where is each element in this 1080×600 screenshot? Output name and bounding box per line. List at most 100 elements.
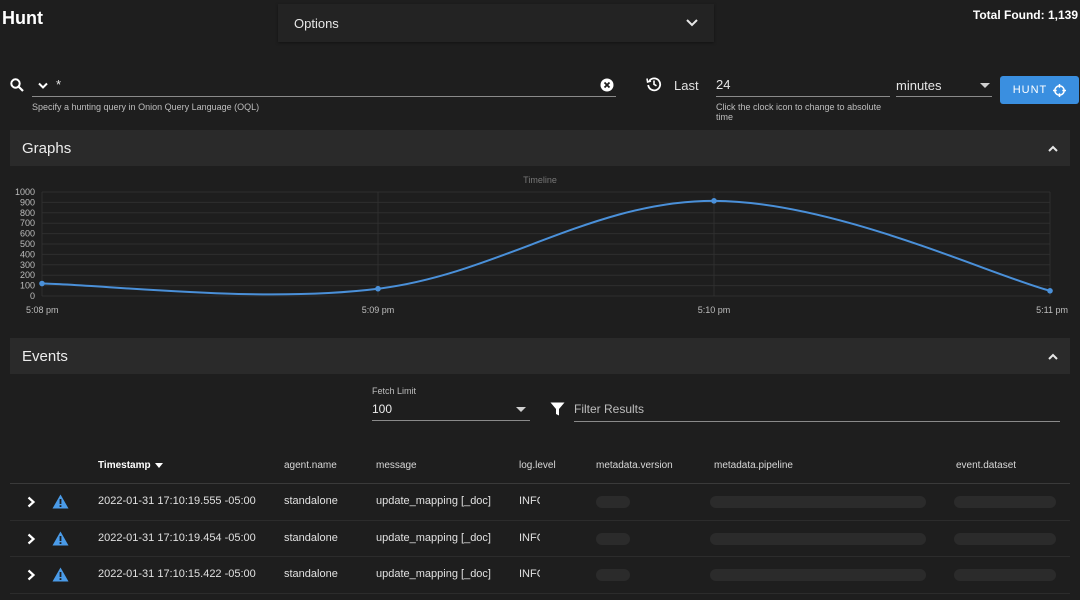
blurred-cell xyxy=(954,532,1056,545)
cell-timestamp: 2022-01-31 17:10:15.422 -05:00 xyxy=(98,568,256,580)
alert-triangle-icon xyxy=(52,531,69,545)
chart-title: Timeline xyxy=(523,175,557,185)
y-tick-label: 700 xyxy=(20,218,35,228)
last-label: Last xyxy=(674,78,699,93)
column-header-message[interactable]: message xyxy=(376,460,417,471)
time-unit-select[interactable]: minutes xyxy=(896,72,992,98)
blurred-cell xyxy=(596,532,630,545)
cell-agent-name: standalone xyxy=(284,495,338,507)
filter-results-input[interactable] xyxy=(574,398,1060,420)
column-header-event-dataset[interactable]: event.dataset xyxy=(956,460,1017,471)
fetch-limit-underline xyxy=(372,420,530,421)
fetch-limit-select[interactable]: Fetch Limit 100 xyxy=(372,386,530,422)
x-tick-label: 5:08 pm xyxy=(26,305,59,315)
query-underline xyxy=(32,96,616,97)
blurred-cell xyxy=(954,569,1056,581)
table-header-row: Timestamp agent.name message log.level m… xyxy=(10,448,1070,484)
clear-icon[interactable] xyxy=(600,78,614,92)
blurred-cell xyxy=(596,569,630,581)
x-tick-label: 5:10 pm xyxy=(698,305,731,315)
cell-message: update_mapping [_doc] xyxy=(376,568,491,580)
cell-message: update_mapping [_doc] xyxy=(376,531,491,544)
chevron-up-icon xyxy=(1048,353,1058,360)
time-underline xyxy=(716,96,890,97)
time-value-input[interactable] xyxy=(716,72,886,96)
data-point xyxy=(1047,288,1053,294)
y-tick-label: 800 xyxy=(20,208,35,218)
options-label: Options xyxy=(294,15,339,31)
table-row[interactable]: 2022-01-31 17:10:15.422 -05:00 standalon… xyxy=(10,557,1070,594)
timeline-chart: Timeline 1000 900 800 700 600 500 400 300 200 100… xyxy=(0,170,1080,330)
column-header-agent-name[interactable]: agent.name xyxy=(284,460,337,471)
hunt-button-label: HUNT xyxy=(1012,84,1048,96)
time-hint: Click the clock icon to change to absolu… xyxy=(716,102,882,122)
total-found: Total Found: 1,139 xyxy=(972,8,1078,22)
graphs-title: Graphs xyxy=(22,139,72,157)
cell-log-level: INFO xyxy=(519,495,540,507)
x-tick-label: 5:09 pm xyxy=(362,305,395,315)
blurred-cell xyxy=(710,569,926,581)
column-header-log-level[interactable]: log.level xyxy=(519,460,556,471)
y-tick-label: 100 xyxy=(20,281,35,291)
timeline-chart-svg: Timeline 1000900800700600500400300200100… xyxy=(15,175,1068,315)
y-tick-label: 0 xyxy=(30,291,35,301)
y-tick-label: 400 xyxy=(20,249,35,259)
column-header-metadata-version[interactable]: metadata.version xyxy=(596,460,673,471)
chevron-up-icon xyxy=(1048,145,1058,152)
page-title: Hunt xyxy=(2,8,43,28)
chevron-down-icon xyxy=(686,19,698,27)
fetch-limit-label: Fetch Limit xyxy=(372,386,417,396)
table-row[interactable]: 2022-01-31 17:10:19.555 -05:00 standalon… xyxy=(10,484,1070,521)
query-row: Specify a hunting query in Onion Query L… xyxy=(0,70,1080,126)
crosshair-icon xyxy=(1053,83,1067,97)
column-header-timestamp[interactable]: Timestamp xyxy=(98,460,163,471)
cell-timestamp: 2022-01-31 17:10:19.454 -05:00 xyxy=(98,531,256,544)
fetch-limit-value: 100 xyxy=(372,402,393,416)
sort-desc-icon xyxy=(154,462,163,468)
data-point xyxy=(39,280,45,287)
chevron-right-icon[interactable] xyxy=(26,569,36,581)
blurred-cell xyxy=(954,496,1056,508)
cell-agent-name: standalone xyxy=(284,531,338,544)
query-hint: Specify a hunting query in Onion Query L… xyxy=(32,102,260,112)
y-tick-label: 900 xyxy=(20,197,35,207)
time-unit-value: minutes xyxy=(896,78,942,93)
column-header-metadata-pipeline[interactable]: metadata.pipeline xyxy=(714,460,793,471)
y-tick-label: 600 xyxy=(20,229,35,239)
y-tick-label: 500 xyxy=(20,239,35,249)
options-dropdown[interactable]: Options xyxy=(278,4,714,42)
cell-message: update_mapping [_doc] xyxy=(376,495,491,507)
chevron-right-icon[interactable] xyxy=(26,533,36,545)
data-point xyxy=(711,198,717,204)
graphs-section-header[interactable]: Graphs xyxy=(10,130,1070,166)
cell-log-level: INFO xyxy=(519,531,540,544)
blurred-cell xyxy=(596,496,630,508)
query-input[interactable] xyxy=(56,72,596,96)
y-tick-label: 300 xyxy=(20,260,35,270)
hunt-button[interactable]: HUNT xyxy=(1000,76,1079,104)
series-line xyxy=(41,199,1051,296)
timestamp-header-label: Timestamp xyxy=(98,460,151,471)
events-table: Timestamp agent.name message log.level m… xyxy=(10,448,1070,594)
chevron-right-icon[interactable] xyxy=(26,496,36,508)
data-point xyxy=(375,285,381,292)
y-tick-label: 1000 xyxy=(15,187,35,197)
search-icon xyxy=(10,78,24,92)
table-row[interactable]: 2022-01-31 17:10:19.454 -05:00 standalon… xyxy=(10,521,1070,557)
events-section-header[interactable]: Events xyxy=(10,338,1070,374)
x-tick-label: 5:11 pm xyxy=(1036,305,1068,315)
time-unit-underline xyxy=(896,96,992,97)
alert-triangle-icon xyxy=(52,494,69,509)
alert-triangle-icon xyxy=(52,567,69,582)
filter-underline xyxy=(574,421,1060,422)
cell-timestamp: 2022-01-31 17:10:19.555 -05:00 xyxy=(98,495,256,507)
caret-down-icon xyxy=(980,83,990,88)
cell-log-level: INFO xyxy=(519,568,540,580)
blurred-cell xyxy=(710,532,926,545)
events-title: Events xyxy=(22,347,68,365)
y-tick-label: 200 xyxy=(20,270,35,280)
blurred-cell xyxy=(710,496,926,508)
query-history-chevron-icon[interactable] xyxy=(38,82,48,90)
filter-icon xyxy=(550,402,565,416)
clock-history-icon[interactable] xyxy=(646,76,662,92)
